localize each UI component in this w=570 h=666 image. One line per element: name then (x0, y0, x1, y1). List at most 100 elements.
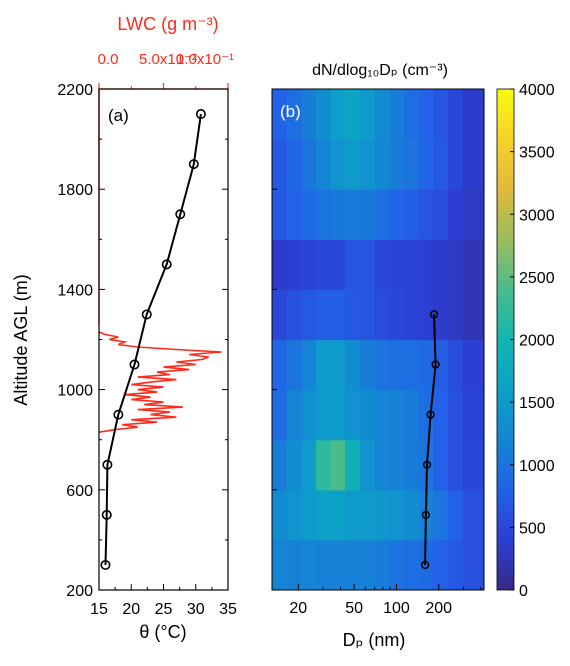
heatmap-cell (374, 139, 390, 190)
heatmap-cell (359, 89, 376, 140)
theta-line (104, 113, 202, 566)
theta-point (129, 359, 140, 370)
heatmap-cell (330, 439, 346, 491)
heatmap-cell (403, 239, 420, 290)
y-tick-label: 1800 (57, 182, 93, 199)
theta-point (101, 509, 112, 520)
heatmap-cell (286, 489, 302, 541)
overlay-point (431, 360, 440, 369)
heatmap-cell (272, 189, 288, 240)
heatmap-cell (315, 539, 332, 590)
heatmap-cell (433, 389, 449, 441)
heatmap-cell (462, 139, 484, 190)
overlay-point (429, 310, 439, 319)
heatmap-cell (286, 239, 302, 290)
heatmap-cell (301, 189, 317, 240)
overlay-point (422, 460, 432, 469)
heatmap-cell (344, 439, 361, 491)
heatmap-cell (403, 89, 420, 140)
heatmap-cell (448, 189, 464, 240)
theta-point (175, 209, 186, 220)
heatmap-cell (315, 489, 332, 541)
colorbar-tick-label: 1500 (519, 395, 555, 412)
heatmap-cell (374, 489, 390, 541)
panel-b-frame (271, 88, 485, 591)
heatmap-cell (433, 489, 449, 541)
y-tick-label: 2200 (57, 82, 93, 99)
y-tick-label: 1000 (57, 383, 93, 400)
heatmap-cell (462, 389, 484, 441)
heatmap-cell (315, 189, 332, 240)
x-tick-label-b: 20 (289, 600, 307, 617)
heatmap-cell (344, 139, 361, 190)
heatmap-cell (462, 289, 484, 341)
heatmap-cell (433, 439, 449, 491)
heatmap-cell (359, 289, 376, 341)
theta-series (100, 109, 206, 570)
heatmap-cell (418, 89, 434, 140)
heatmap-cell (433, 289, 449, 341)
heatmap-cell (330, 239, 346, 290)
y-tick-label: 600 (66, 483, 93, 500)
heatmap-cell (286, 389, 302, 441)
lwc-profile (98, 331, 222, 433)
lwc-tick-label: 5.0x10⁻² (139, 51, 197, 68)
heatmap-cell (272, 389, 288, 441)
heatmap-cell (301, 489, 317, 541)
heatmap-cell (433, 89, 449, 140)
heatmap-cell (433, 139, 449, 190)
heatmap-cell (389, 289, 405, 341)
lwc-tick-label: 1.0x10⁻¹ (176, 51, 234, 68)
heatmap-cell (330, 539, 346, 590)
overlay-line (424, 314, 437, 566)
colorbar-tick-label: 2500 (519, 270, 555, 287)
heatmap-cell (286, 439, 302, 491)
heatmap-cell (433, 189, 449, 240)
heatmap-cell (272, 89, 288, 140)
heatmap-cell (448, 239, 464, 290)
overlay-point (426, 410, 435, 419)
heatmap-cell (330, 389, 346, 441)
heatmap-cell (462, 89, 484, 140)
heatmap-cell (286, 289, 302, 341)
heatmap-cell (272, 239, 288, 290)
lwc-line (98, 331, 222, 433)
heatmap-cell (359, 239, 376, 290)
heatmap-cell (462, 239, 484, 290)
panel-a-frame (98, 88, 229, 591)
colorbar-tick-label: 500 (519, 520, 546, 537)
heatmap-cell (272, 289, 288, 341)
heatmap-cell (359, 489, 376, 541)
colorbar-tick-label: 1000 (519, 458, 555, 475)
heatmap-cell (359, 389, 376, 441)
heatmap-cell (389, 439, 405, 491)
heatmap-cell (301, 139, 317, 190)
heatmap-cell (403, 189, 420, 240)
panel-a-axes: 15 20 25 30 35 200 600 1000 1400 1800 2200 (57, 82, 237, 618)
heatmap-cell (330, 339, 346, 391)
heatmap-cell (462, 539, 484, 590)
heatmap-cell (374, 239, 390, 290)
overlay-point (420, 560, 430, 570)
heatmap-cell (433, 339, 449, 391)
heatmap-cell (433, 239, 449, 290)
heatmap-cell (389, 339, 405, 391)
x-axis-label-b: Dₚ (nm) (343, 630, 406, 650)
heatmap-cell (403, 489, 420, 541)
heatmap-cell (462, 489, 484, 541)
theta-point (100, 559, 111, 570)
x-tick-label-a: 35 (219, 601, 237, 618)
heatmap-cell (315, 289, 332, 341)
lwc-tick-label: 0.0 (98, 51, 119, 68)
colorbar-tick-label: 2000 (519, 333, 555, 350)
y-tick-label: 1400 (57, 282, 93, 299)
panel-b-label: (b) (280, 102, 301, 121)
lwc-axis-label: LWC (g m⁻³) (117, 14, 218, 34)
heatmap-cell (344, 539, 361, 590)
heatmap-cell (286, 189, 302, 240)
y-tick-label: 200 (66, 583, 93, 600)
heatmap-cell (330, 139, 346, 190)
heatmap-cell (403, 139, 420, 190)
heatmap-cell (418, 539, 434, 590)
heatmap-cell (448, 89, 464, 140)
